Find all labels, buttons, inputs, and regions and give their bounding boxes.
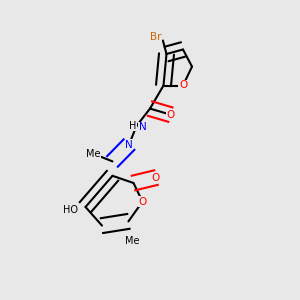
Text: N: N — [125, 140, 133, 150]
Text: HO: HO — [63, 205, 78, 215]
Text: N: N — [139, 122, 146, 133]
Text: H: H — [129, 121, 136, 131]
Text: Me: Me — [86, 148, 100, 159]
Text: O: O — [152, 172, 160, 183]
Text: O: O — [179, 80, 187, 91]
Text: Br: Br — [150, 32, 161, 43]
Text: O: O — [138, 196, 147, 207]
Text: Me: Me — [125, 236, 139, 247]
Text: O: O — [166, 110, 175, 120]
